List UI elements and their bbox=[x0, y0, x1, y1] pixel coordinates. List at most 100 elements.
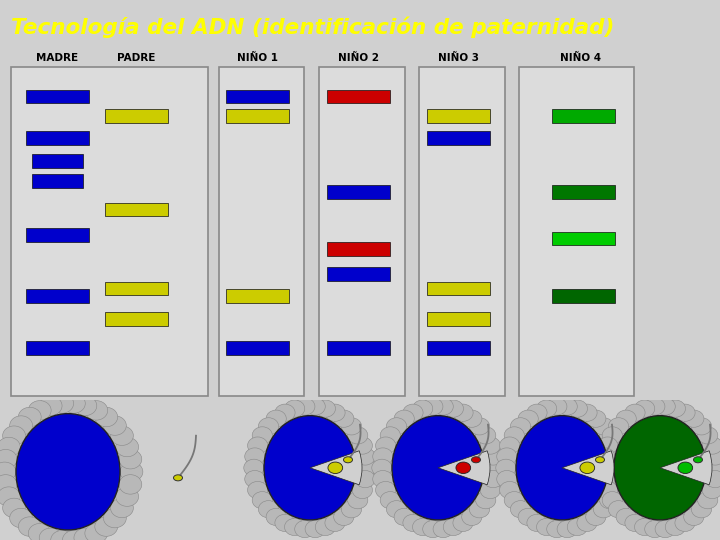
Ellipse shape bbox=[116, 487, 138, 507]
Ellipse shape bbox=[536, 518, 557, 536]
Text: NIÑO 4: NIÑO 4 bbox=[559, 53, 601, 63]
Bar bbox=[11, 68, 208, 396]
Ellipse shape bbox=[691, 418, 711, 435]
Ellipse shape bbox=[252, 491, 272, 509]
Ellipse shape bbox=[28, 523, 51, 540]
Ellipse shape bbox=[516, 416, 608, 520]
Ellipse shape bbox=[413, 400, 433, 417]
Ellipse shape bbox=[348, 491, 368, 509]
Ellipse shape bbox=[352, 437, 372, 454]
Ellipse shape bbox=[594, 459, 614, 476]
Ellipse shape bbox=[74, 396, 96, 415]
Ellipse shape bbox=[355, 470, 375, 488]
Ellipse shape bbox=[74, 528, 96, 540]
Ellipse shape bbox=[469, 418, 490, 435]
Ellipse shape bbox=[705, 448, 720, 465]
Ellipse shape bbox=[625, 404, 645, 421]
Ellipse shape bbox=[433, 521, 454, 538]
Ellipse shape bbox=[483, 470, 503, 488]
Ellipse shape bbox=[705, 470, 720, 488]
Ellipse shape bbox=[644, 521, 665, 538]
Ellipse shape bbox=[546, 398, 567, 415]
Ellipse shape bbox=[376, 482, 396, 498]
Ellipse shape bbox=[284, 518, 305, 536]
Ellipse shape bbox=[315, 518, 336, 536]
Ellipse shape bbox=[258, 418, 279, 435]
Ellipse shape bbox=[510, 501, 531, 518]
Ellipse shape bbox=[536, 400, 557, 417]
Ellipse shape bbox=[634, 400, 654, 417]
Bar bbox=[26, 228, 89, 241]
Ellipse shape bbox=[0, 487, 20, 507]
Ellipse shape bbox=[702, 482, 720, 498]
Ellipse shape bbox=[593, 501, 613, 518]
Ellipse shape bbox=[341, 501, 361, 518]
Ellipse shape bbox=[373, 470, 393, 488]
Bar bbox=[327, 185, 390, 199]
Ellipse shape bbox=[462, 410, 482, 427]
Ellipse shape bbox=[315, 400, 336, 417]
Ellipse shape bbox=[356, 459, 377, 476]
Ellipse shape bbox=[9, 416, 32, 435]
Ellipse shape bbox=[453, 404, 473, 421]
Ellipse shape bbox=[567, 518, 588, 536]
Ellipse shape bbox=[444, 400, 464, 417]
Bar bbox=[226, 289, 289, 302]
Ellipse shape bbox=[598, 482, 618, 498]
Ellipse shape bbox=[527, 404, 547, 421]
Bar bbox=[104, 312, 168, 326]
Ellipse shape bbox=[595, 470, 615, 488]
Ellipse shape bbox=[476, 427, 496, 444]
Ellipse shape bbox=[275, 514, 295, 531]
Ellipse shape bbox=[258, 501, 279, 518]
Ellipse shape bbox=[595, 448, 615, 465]
Ellipse shape bbox=[348, 427, 368, 444]
Ellipse shape bbox=[119, 449, 142, 469]
Bar bbox=[327, 341, 390, 355]
Ellipse shape bbox=[63, 530, 85, 540]
Ellipse shape bbox=[557, 521, 577, 538]
Ellipse shape bbox=[380, 427, 400, 444]
Ellipse shape bbox=[110, 498, 133, 518]
Ellipse shape bbox=[665, 518, 685, 536]
Ellipse shape bbox=[9, 508, 32, 528]
Ellipse shape bbox=[394, 508, 414, 525]
Ellipse shape bbox=[604, 437, 624, 454]
Ellipse shape bbox=[120, 462, 143, 482]
Ellipse shape bbox=[328, 462, 343, 474]
Ellipse shape bbox=[294, 521, 315, 538]
Ellipse shape bbox=[95, 517, 117, 536]
Ellipse shape bbox=[3, 426, 25, 445]
Bar bbox=[519, 68, 634, 396]
Ellipse shape bbox=[252, 427, 272, 444]
Ellipse shape bbox=[655, 521, 675, 538]
Ellipse shape bbox=[403, 514, 423, 531]
Bar bbox=[552, 110, 616, 123]
Ellipse shape bbox=[423, 398, 443, 415]
Text: NIÑO 2: NIÑO 2 bbox=[338, 53, 379, 63]
Wedge shape bbox=[438, 451, 490, 485]
Ellipse shape bbox=[500, 437, 520, 454]
Ellipse shape bbox=[546, 521, 567, 538]
Ellipse shape bbox=[607, 448, 627, 465]
Ellipse shape bbox=[655, 398, 675, 415]
Wedge shape bbox=[310, 451, 362, 485]
Ellipse shape bbox=[480, 482, 500, 498]
Ellipse shape bbox=[3, 498, 25, 518]
Ellipse shape bbox=[18, 407, 41, 427]
Ellipse shape bbox=[110, 426, 133, 445]
Ellipse shape bbox=[608, 459, 629, 476]
Ellipse shape bbox=[500, 482, 520, 498]
Ellipse shape bbox=[333, 410, 354, 427]
Ellipse shape bbox=[518, 410, 539, 427]
Ellipse shape bbox=[496, 459, 516, 476]
Ellipse shape bbox=[266, 410, 287, 427]
Ellipse shape bbox=[698, 427, 718, 444]
Ellipse shape bbox=[684, 410, 704, 427]
Ellipse shape bbox=[104, 416, 126, 435]
Ellipse shape bbox=[50, 394, 73, 413]
Ellipse shape bbox=[702, 437, 720, 454]
Ellipse shape bbox=[387, 501, 407, 518]
Ellipse shape bbox=[352, 482, 372, 498]
Ellipse shape bbox=[580, 462, 595, 474]
